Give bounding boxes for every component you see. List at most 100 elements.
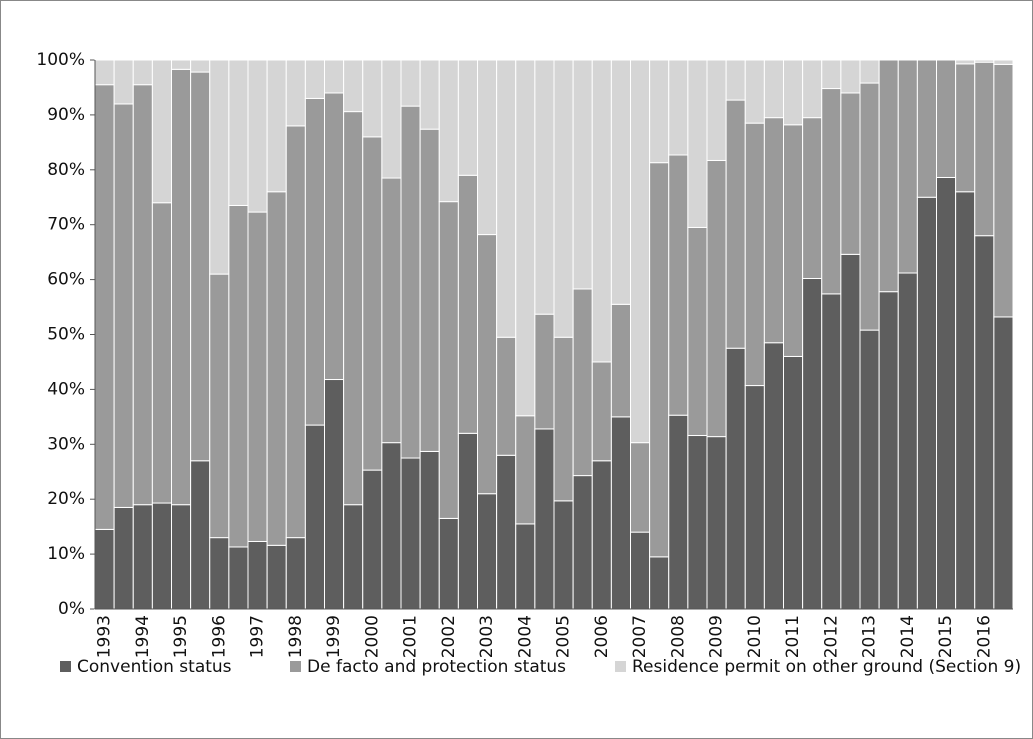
bar-segment <box>936 59 957 178</box>
bar-segment <box>668 414 689 610</box>
bar-segment <box>802 59 823 119</box>
bar-segment <box>457 59 478 176</box>
bar-segment <box>247 59 268 213</box>
bar-segment <box>381 177 402 444</box>
bar-segment <box>171 504 192 610</box>
bar-segment <box>343 504 364 610</box>
bar-segment <box>419 450 440 610</box>
bar-segment <box>362 469 383 610</box>
bar-segment <box>802 278 823 610</box>
bar-segment <box>783 124 804 357</box>
bar-segment <box>763 117 784 344</box>
bar-segment <box>457 432 478 610</box>
bar-segment <box>936 176 957 610</box>
bar-segment <box>419 59 440 130</box>
bar-segment <box>572 475 593 610</box>
bar-segment <box>247 211 268 542</box>
bar-segment <box>993 316 1014 610</box>
bar-segment <box>802 117 823 280</box>
bar-segment <box>113 59 134 105</box>
bar-segment <box>171 68 192 506</box>
bar-segment <box>266 59 287 193</box>
bar-segment <box>630 442 651 533</box>
bar-segment <box>209 59 230 275</box>
x-tick-label: 2004 <box>515 615 535 658</box>
bar-segment <box>706 59 727 161</box>
bar-segment <box>993 59 1014 65</box>
y-tick-label: 60% <box>47 270 85 290</box>
bar-segment <box>840 92 861 255</box>
bar-segment <box>190 71 211 462</box>
bar-segment <box>362 59 383 138</box>
bar-segment <box>706 159 727 438</box>
bar-segment <box>438 59 459 203</box>
bar-segment <box>515 59 536 417</box>
bar-segment <box>649 556 670 610</box>
bar-segment <box>343 59 364 113</box>
bar-segment <box>687 226 708 437</box>
bar-segment <box>171 59 192 70</box>
bar-segment <box>209 537 230 610</box>
bar-segment <box>113 103 134 508</box>
bar-segment <box>649 59 670 164</box>
bar-segment <box>113 506 134 610</box>
bar-segment <box>591 59 612 363</box>
legend-swatch <box>615 661 626 672</box>
bar-segment <box>228 59 249 206</box>
x-tick-label: 2000 <box>362 615 382 658</box>
legend-label: Residence permit on other ground (Sectio… <box>632 657 1021 677</box>
bar-segment <box>477 59 498 236</box>
bar-segment <box>974 59 995 63</box>
x-tick-label: 2007 <box>630 615 650 658</box>
y-tick-label: 100% <box>36 50 85 70</box>
bar-segment <box>151 202 172 504</box>
legend-label: De facto and protection status <box>307 657 566 677</box>
bar-segment <box>878 59 899 293</box>
x-tick-label: 2009 <box>707 615 727 658</box>
bar-segment <box>955 191 976 610</box>
bar-segment <box>132 504 153 610</box>
x-tick-label: 2011 <box>783 615 803 658</box>
bar-segment <box>955 63 976 193</box>
bar-segment <box>285 537 306 610</box>
y-tick-label: 70% <box>47 215 85 235</box>
bar-segment <box>381 442 402 610</box>
bar-segment <box>304 59 325 99</box>
bar-segment <box>285 125 306 539</box>
bar-segment <box>343 111 364 506</box>
bar-segment <box>591 460 612 610</box>
bar-segment <box>916 59 937 198</box>
bar-segment <box>228 546 249 610</box>
x-tick-label: 2002 <box>439 615 459 658</box>
bar-segment <box>266 191 287 546</box>
bar-segment <box>763 59 784 119</box>
bar-segment <box>438 201 459 519</box>
bar-segment <box>840 59 861 94</box>
x-tick-label: 2016 <box>974 615 994 658</box>
bar-segment <box>859 82 880 331</box>
bar-segment <box>687 59 708 228</box>
bar-segment <box>859 59 880 84</box>
bar-segment <box>668 154 689 416</box>
x-tick-label: 2008 <box>668 615 688 658</box>
bar-segment <box>190 460 211 610</box>
x-tick-label: 1999 <box>324 615 344 658</box>
bar-segment <box>553 500 574 610</box>
bar-segment <box>668 59 689 156</box>
y-tick-label: 30% <box>47 434 85 454</box>
bar-segment <box>534 313 555 430</box>
x-tick-label: 2001 <box>401 615 421 658</box>
y-tick-label: 90% <box>47 105 85 125</box>
bar-segment <box>725 347 746 610</box>
bar-segment <box>496 336 517 456</box>
bar-segment <box>438 517 459 610</box>
bar-segment <box>247 540 268 610</box>
bar-segment <box>496 59 517 338</box>
y-tick-label: 40% <box>47 379 85 399</box>
x-tick-label: 2005 <box>554 615 574 658</box>
bar-segment <box>744 385 765 610</box>
bar-segment <box>859 329 880 610</box>
bar-segment <box>362 136 383 471</box>
x-tick-label: 1993 <box>95 615 115 658</box>
